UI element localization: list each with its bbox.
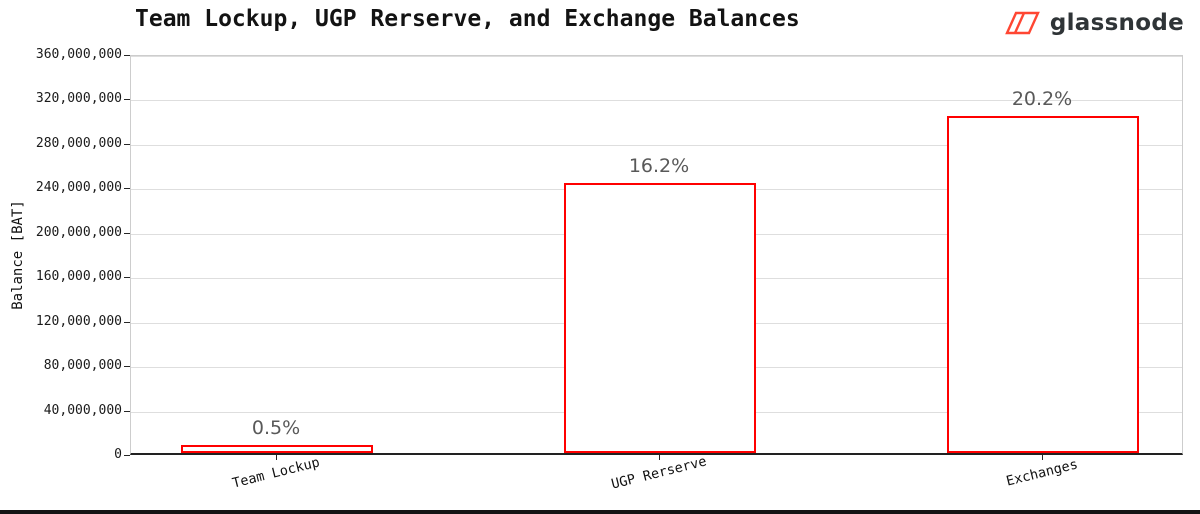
gridline — [131, 56, 1182, 57]
bar-value-label: 16.2% — [628, 155, 690, 177]
y-tick-mark — [124, 99, 130, 101]
y-tick-mark — [124, 410, 130, 412]
y-tick-label: 80,000,000 — [43, 358, 122, 374]
y-tick-label: 40,000,000 — [43, 402, 122, 418]
y-tick-label: 360,000,000 — [35, 47, 122, 62]
x-tick-mark — [276, 455, 277, 460]
x-tick-label-exchanges: Exchanges — [1004, 456, 1080, 490]
y-tick-label: 160,000,000 — [35, 269, 122, 285]
y-tick-label: 280,000,000 — [35, 135, 122, 151]
bar-value-label: 0.5% — [251, 416, 301, 439]
y-tick-mark — [124, 321, 130, 323]
bottom-edge — [0, 510, 1200, 514]
bar-ugp-rerserve — [564, 183, 756, 453]
y-tick-label: 240,000,000 — [35, 180, 122, 196]
y-tick-mark — [124, 366, 130, 368]
y-tick-mark — [124, 232, 130, 234]
glassnode-logo: glassnode — [1004, 10, 1184, 36]
gridline — [131, 144, 1182, 146]
bar-team-lockup — [181, 444, 373, 453]
y-tick-mark — [124, 455, 130, 456]
glassnode-icon — [1004, 11, 1040, 35]
plot-area — [130, 55, 1183, 455]
y-tick-mark — [124, 143, 130, 145]
gridline — [131, 100, 1182, 102]
brand-name: glassnode — [1049, 10, 1184, 36]
y-axis-title: Balance [BAT] — [10, 200, 26, 310]
bar-exchanges — [947, 116, 1139, 453]
bar-value-label: 20.2% — [1011, 88, 1073, 111]
y-tick-label: 0 — [114, 447, 122, 462]
y-tick-label: 200,000,000 — [35, 224, 122, 240]
chart-title: Team Lockup, UGP Rerserve, and Exchange … — [135, 6, 800, 32]
x-tick-mark — [1042, 455, 1043, 460]
y-tick-label: 320,000,000 — [35, 91, 122, 107]
y-tick-label: 120,000,000 — [35, 313, 122, 329]
y-tick-mark — [124, 188, 130, 190]
y-tick-mark — [124, 55, 130, 56]
x-tick-mark — [659, 455, 660, 460]
y-tick-mark — [124, 277, 130, 279]
